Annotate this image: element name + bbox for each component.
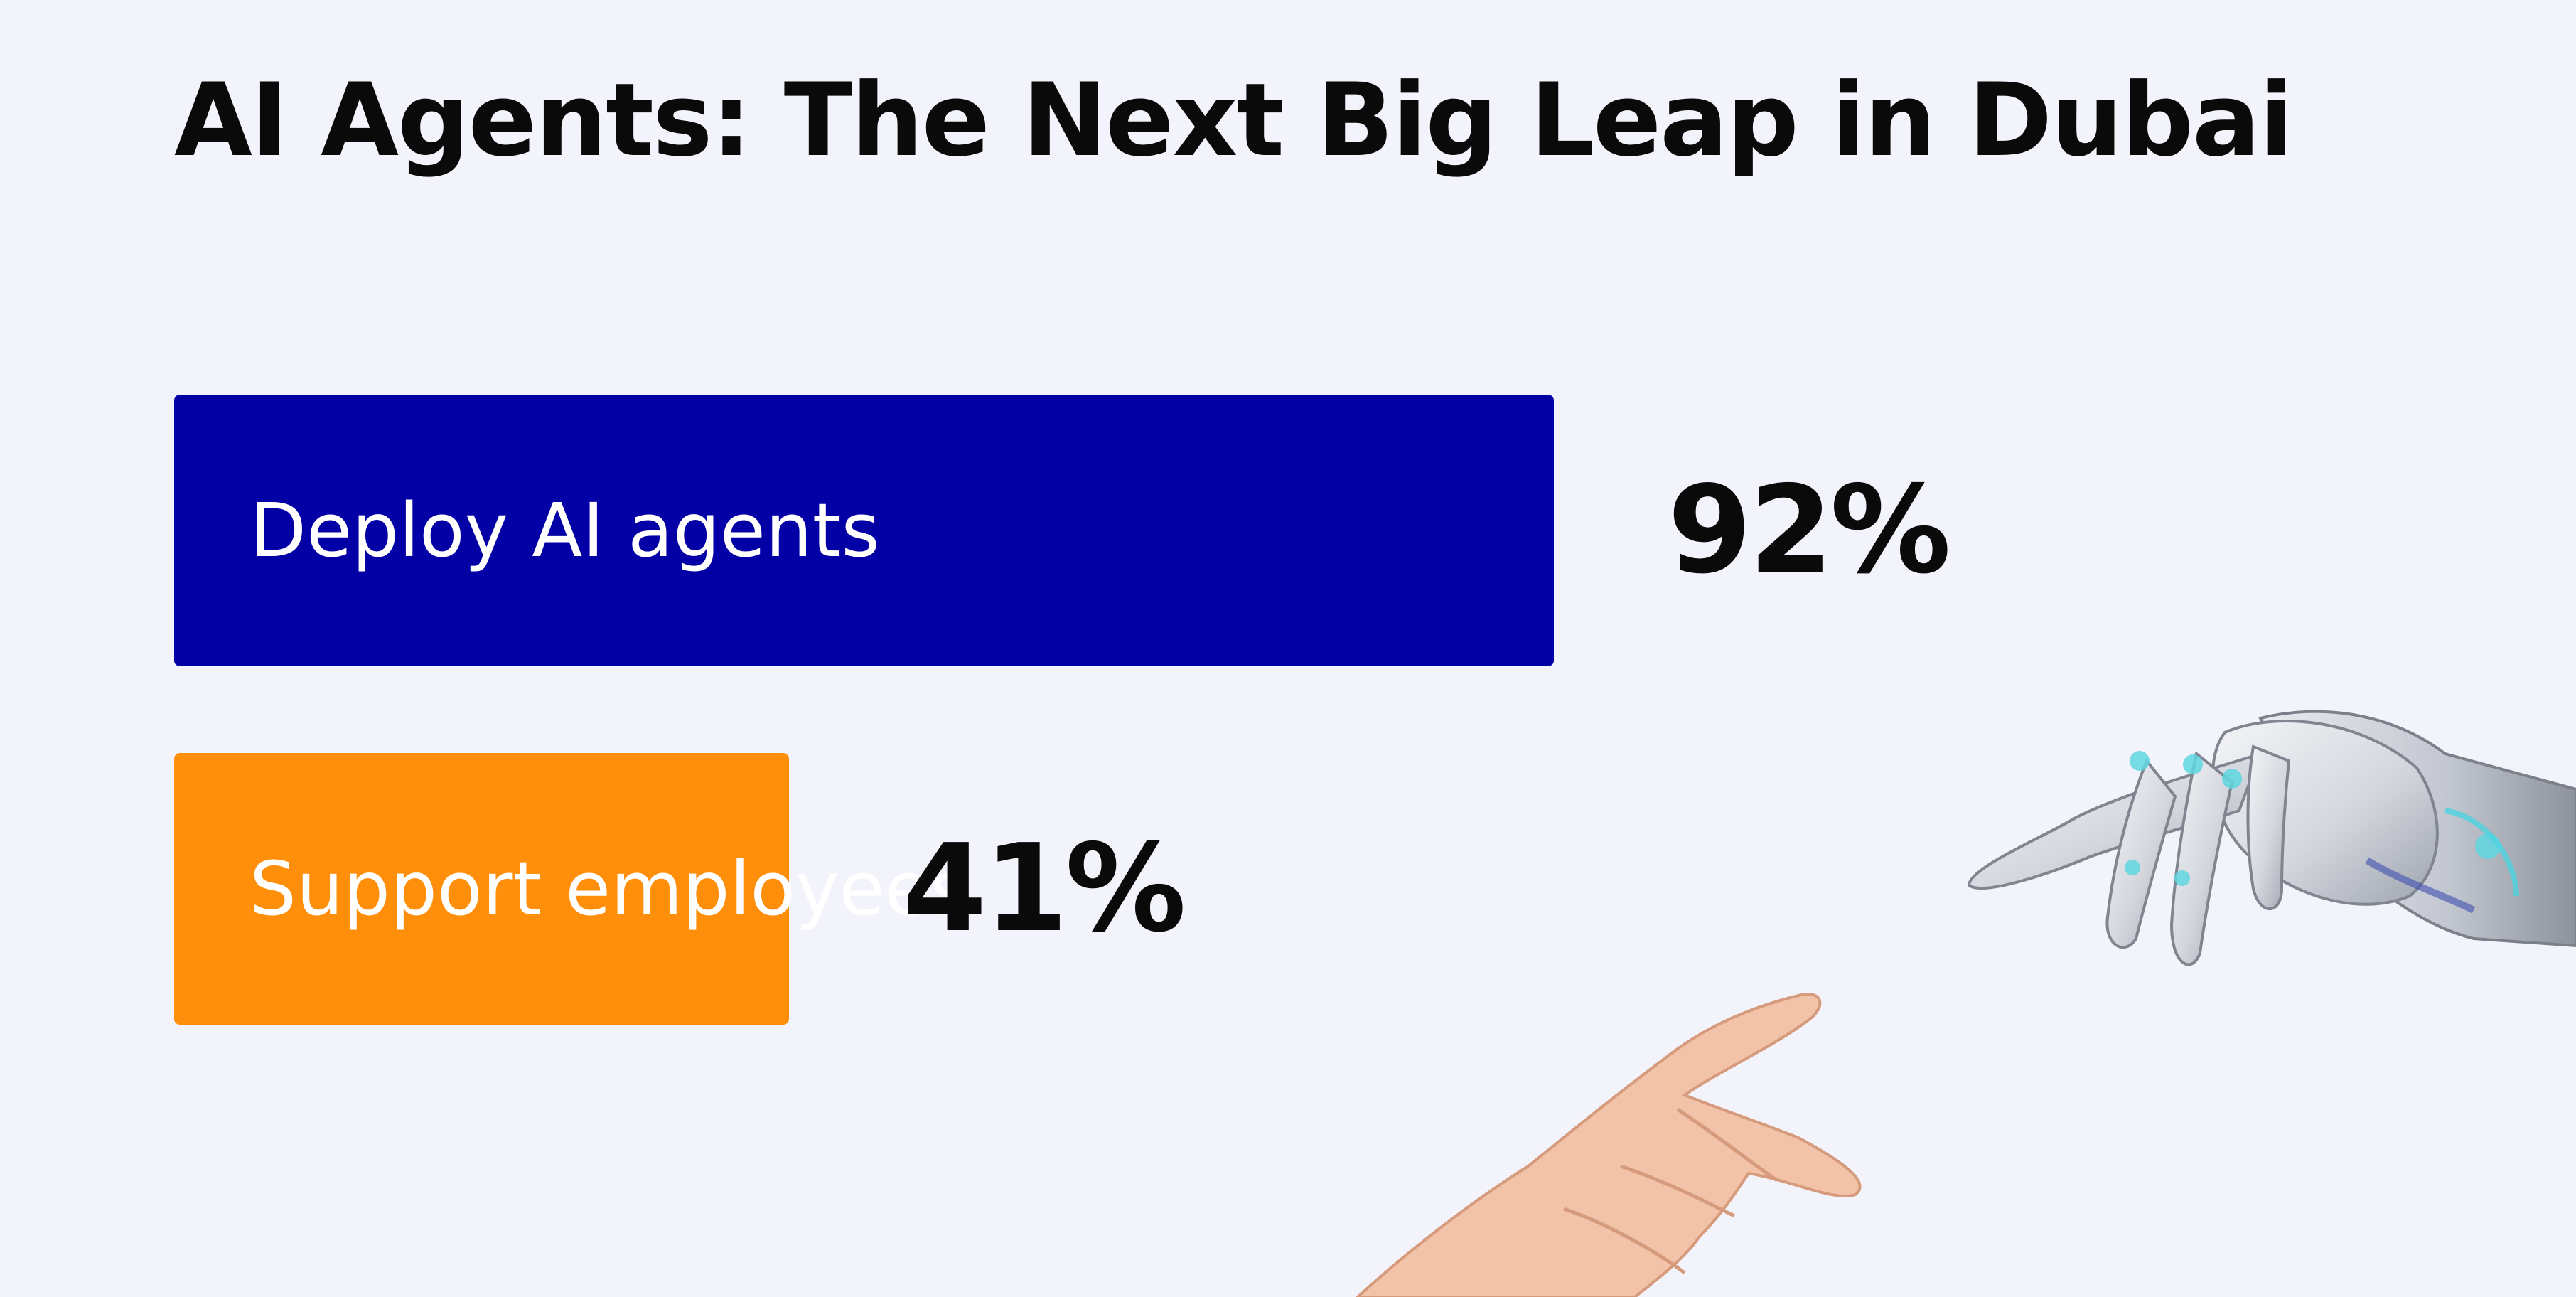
bar-support-employees: Support employees [174, 753, 969, 1025]
page-title: AI Agents: The Next Big Leap in Dubai [174, 62, 2293, 179]
data-label: 41% [903, 818, 1186, 959]
data-label: 92% [1668, 460, 1951, 601]
bar-deploy-ai-agents: Deploy AI agents [174, 395, 1554, 666]
bar-label: Deploy AI agents [249, 487, 880, 574]
bar-label: Support employees [249, 845, 969, 932]
